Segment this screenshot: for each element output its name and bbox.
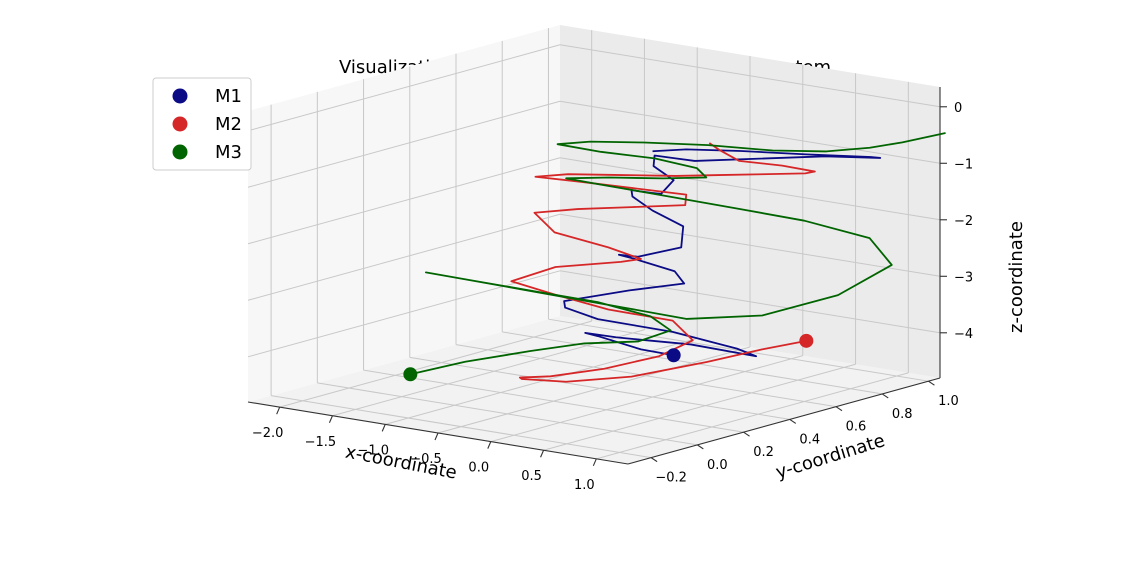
- y-tick-label: 0.6: [846, 420, 867, 435]
- y-axis-label: y-coordinate: [773, 430, 887, 483]
- x-tick-mark: [381, 424, 386, 432]
- orbit-line-m1: [563, 148, 882, 358]
- grid-line-x: [332, 329, 645, 417]
- grid-line-z: [559, 213, 941, 277]
- x-tick-label: −2.0: [252, 426, 284, 441]
- legend: M1 M2 M3: [152, 77, 252, 171]
- grid-line-y: [548, 318, 929, 382]
- grid-line-y: [455, 344, 837, 408]
- z-tick-label: −1: [954, 157, 973, 172]
- grid-line-x: [385, 337, 698, 425]
- y-tick-label: −0.2: [655, 471, 687, 486]
- grid-line-y: [317, 382, 698, 446]
- grid-line-y: [409, 356, 790, 420]
- x-tick-label: −0.5: [410, 452, 442, 467]
- y-tick-mark: [789, 418, 797, 424]
- z-tick-label: 0: [954, 101, 962, 116]
- x-tick-mark: [328, 415, 333, 423]
- orbit-marker-m3: [403, 367, 418, 382]
- y-axis-line: [627, 377, 941, 465]
- x-tick-mark: [434, 432, 439, 441]
- grid-line-x: [543, 363, 856, 451]
- grid-line-z: [559, 157, 941, 221]
- y-tick-mark: [835, 406, 843, 412]
- left-pane: [248, 25, 560, 402]
- y-tick-mark: [928, 380, 935, 386]
- orbit-line-m2: [510, 142, 816, 383]
- y-tick-label: 0.4: [799, 432, 820, 447]
- grid-line-x: [437, 346, 751, 434]
- legend-label-m2: M2: [215, 114, 242, 135]
- z-axis-label: z-coordinate: [1006, 221, 1027, 333]
- grid-line-z: [559, 270, 941, 334]
- x-tick-mark: [487, 441, 492, 449]
- x-axis-label: x-coordinate: [344, 441, 459, 483]
- orbit-marker-m2: [799, 333, 814, 348]
- orbit-marker-m1: [666, 348, 681, 363]
- y-tick-label: 0.8: [892, 407, 913, 422]
- legend-marker-m3: [172, 144, 188, 160]
- grid-line-y: [502, 331, 883, 395]
- y-tick-mark: [881, 393, 889, 399]
- tick-labels: −2.0 −1.5 −1.0 −0.5 0.0 0.5 1.0 −0.2 0.0 0.2 0.4 0.…: [252, 101, 973, 493]
- y-tick-label: 1.0: [938, 394, 959, 409]
- legend-label-m1: M1: [215, 86, 242, 107]
- y-tick-mark: [650, 457, 658, 463]
- x-tick-label: 1.0: [574, 478, 595, 493]
- x-tick-mark: [592, 458, 597, 467]
- z-tick-label: −4: [954, 327, 973, 342]
- grid-line-z: [247, 157, 561, 245]
- y-tick-mark: [697, 444, 704, 450]
- grid-lines: [247, 28, 941, 460]
- y-tick-label: 0.2: [753, 445, 774, 460]
- x-tick-label: 0.5: [521, 469, 542, 484]
- x-tick-mark: [276, 406, 281, 415]
- grid-line-y: [271, 395, 652, 459]
- x-tick-mark: [540, 450, 545, 458]
- grid-line-z: [247, 44, 561, 132]
- y-tick-label: 0.0: [707, 458, 728, 473]
- legend-marker-m2: [172, 116, 188, 132]
- x-tick-label: −1.0: [357, 443, 389, 458]
- y-tick-mark: [743, 431, 750, 437]
- orbit-line-m3: [410, 132, 946, 376]
- z-tick-label: −3: [954, 270, 973, 285]
- z-tick-label: −2: [954, 214, 973, 229]
- grid-line-x: [596, 372, 909, 460]
- series-lines: [410, 132, 946, 383]
- grid-line-z: [247, 270, 561, 358]
- x-tick-label: 0.0: [468, 461, 489, 476]
- grid-line-z: [247, 100, 561, 188]
- grid-line-y: [363, 369, 744, 433]
- legend-label-m3: M3: [215, 142, 242, 163]
- grid-line-z: [247, 213, 561, 301]
- grid-line-z: [559, 100, 941, 164]
- grid-line-x: [279, 320, 592, 408]
- axis-panes: [248, 25, 940, 464]
- grid-line-z: [559, 44, 941, 108]
- x-tick-label: −1.5: [305, 435, 337, 450]
- grid-line-x: [490, 355, 803, 443]
- legend-marker-m1: [172, 88, 188, 104]
- series-markers: [403, 333, 814, 382]
